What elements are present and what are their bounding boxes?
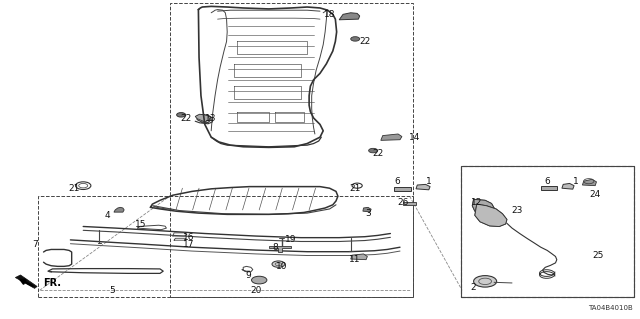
Bar: [461, 166, 634, 297]
Text: 6: 6: [394, 177, 399, 186]
Text: 16: 16: [183, 233, 195, 242]
Text: 8: 8: [273, 243, 278, 252]
Polygon shape: [363, 207, 371, 212]
Text: FR.: FR.: [44, 278, 61, 288]
Circle shape: [252, 276, 267, 284]
Polygon shape: [394, 187, 411, 191]
Text: 23: 23: [511, 206, 523, 215]
Text: 24: 24: [589, 190, 601, 199]
Bar: [461, 166, 634, 297]
Text: 3: 3: [365, 209, 371, 218]
Polygon shape: [351, 254, 367, 260]
Text: 7: 7: [33, 240, 38, 249]
Text: 5: 5: [109, 286, 115, 295]
Circle shape: [351, 37, 360, 41]
Polygon shape: [269, 246, 291, 252]
Text: 11: 11: [349, 256, 361, 264]
Polygon shape: [114, 207, 124, 212]
Text: 12: 12: [471, 198, 483, 207]
Text: 15: 15: [135, 220, 147, 229]
Polygon shape: [403, 202, 416, 205]
Polygon shape: [195, 114, 210, 122]
Circle shape: [272, 261, 285, 267]
Text: 25: 25: [593, 251, 604, 260]
Circle shape: [177, 113, 186, 117]
Polygon shape: [582, 179, 596, 186]
Polygon shape: [15, 275, 37, 288]
Circle shape: [474, 276, 497, 287]
Bar: [38, 196, 413, 297]
Polygon shape: [472, 199, 494, 212]
Text: 22: 22: [180, 114, 191, 122]
Text: 20: 20: [250, 286, 262, 295]
Polygon shape: [416, 184, 430, 190]
Text: TA04B4010B: TA04B4010B: [588, 305, 632, 311]
Polygon shape: [339, 13, 360, 20]
Text: 22: 22: [359, 37, 371, 46]
Text: 1: 1: [426, 177, 431, 186]
Text: 17: 17: [183, 241, 195, 249]
Text: 14: 14: [409, 133, 420, 142]
Text: 9: 9: [246, 271, 251, 280]
Text: 26: 26: [397, 198, 409, 207]
Text: 18: 18: [324, 10, 335, 19]
Bar: [170, 3, 413, 297]
Polygon shape: [381, 134, 402, 140]
Text: 1: 1: [573, 177, 579, 186]
Text: 4: 4: [105, 211, 110, 220]
Text: 19: 19: [285, 235, 297, 244]
Polygon shape: [541, 186, 557, 190]
Text: 22: 22: [372, 149, 383, 158]
Text: 6: 6: [545, 177, 550, 186]
Circle shape: [369, 148, 378, 153]
Text: 13: 13: [205, 114, 217, 122]
Polygon shape: [562, 183, 574, 189]
Text: 21: 21: [68, 184, 79, 193]
Text: 21: 21: [349, 184, 361, 193]
Text: 2: 2: [471, 283, 476, 292]
Polygon shape: [475, 204, 507, 226]
Text: 10: 10: [276, 262, 287, 271]
